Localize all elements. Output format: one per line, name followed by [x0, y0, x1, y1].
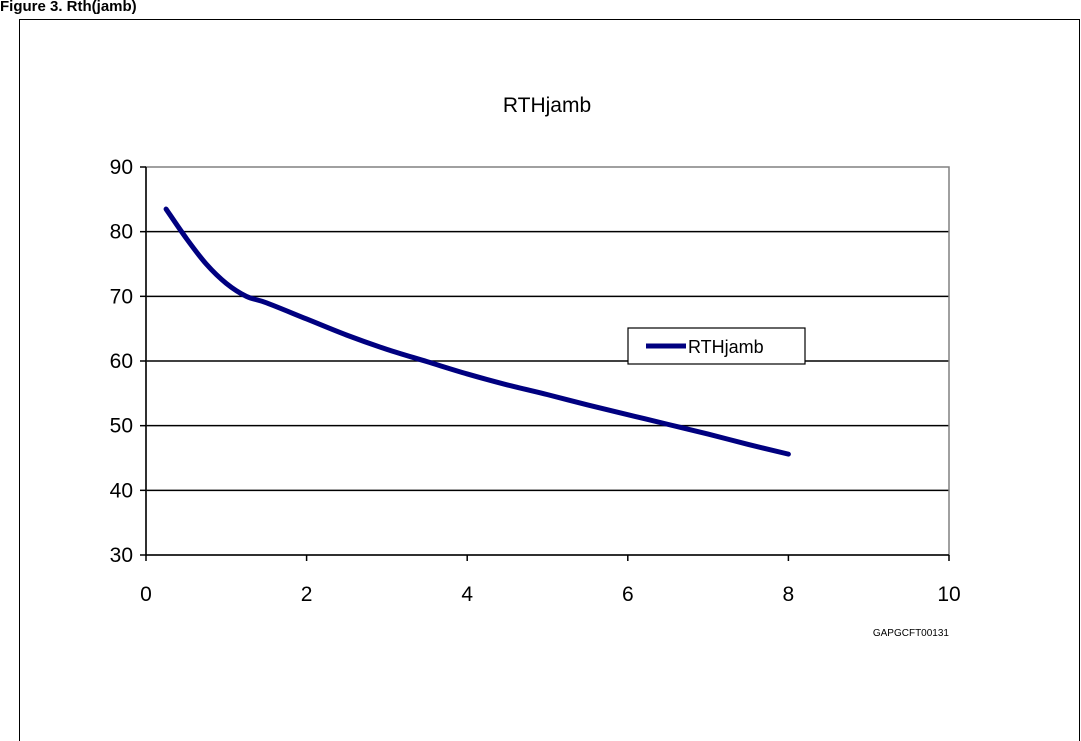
y-tick-label-90: 90	[110, 156, 133, 179]
y-tick-label-60: 60	[110, 350, 133, 373]
x-tick-label-4: 4	[461, 583, 473, 606]
tick-labels: 30 40 50 60 70 80 90 0 2 4 6 8 10	[110, 156, 961, 606]
gridlines	[146, 230, 949, 492]
x-tick-label-8: 8	[783, 583, 795, 606]
chart-title: RTHjamb	[503, 94, 591, 117]
y-tick-label-80: 80	[110, 221, 133, 244]
x-tick-label-0: 0	[140, 583, 152, 606]
legend-label: RTHjamb	[688, 337, 764, 357]
figure-frame	[19, 19, 1080, 741]
y-tick-label-30: 30	[110, 544, 133, 567]
x-tick-label-10: 10	[937, 583, 960, 606]
x-tick-label-2: 2	[301, 583, 313, 606]
series-line-rthjamb	[163, 206, 791, 457]
chart-code-label: GAPGCFT00131	[873, 628, 950, 639]
x-tick-label-6: 6	[622, 583, 634, 606]
y-tick-label-40: 40	[110, 479, 133, 502]
figure-caption: Figure 3. Rth(jamb)	[0, 0, 137, 15]
legend: RTHjamb	[627, 327, 806, 365]
axis-ticks	[140, 166, 950, 561]
y-tick-label-50: 50	[110, 415, 133, 438]
y-tick-label-70: 70	[110, 285, 133, 308]
